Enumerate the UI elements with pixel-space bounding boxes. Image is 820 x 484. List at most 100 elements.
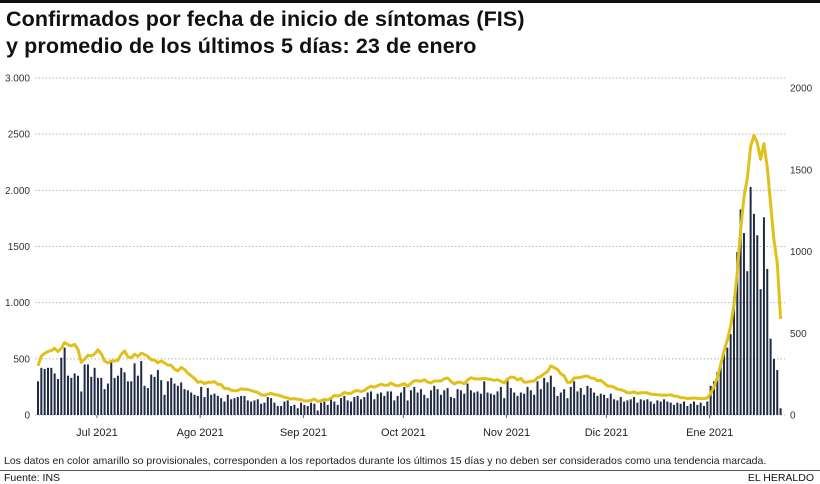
bar [569,386,572,415]
bar [126,381,129,415]
bar [60,357,63,415]
bar [186,390,189,415]
bar [593,392,596,415]
bar [666,401,669,415]
bar [649,401,652,415]
bar [529,390,532,415]
bar [433,385,436,415]
bar [409,390,412,415]
bar [280,406,283,415]
bar [523,393,526,415]
bar [486,392,489,415]
bar [686,406,689,415]
month-label: Sep 2021 [280,427,327,439]
bar [416,392,419,415]
bar [699,402,702,415]
bar [376,393,379,415]
bar [350,401,353,415]
bar [429,390,432,415]
bar [180,382,183,415]
bar [156,370,159,415]
bar [729,334,732,415]
bar [469,390,472,415]
bar [383,395,386,415]
bar [609,393,612,415]
bar [736,252,739,415]
bar [260,403,263,415]
bar [336,404,339,415]
bar [639,399,642,415]
bar [113,377,116,415]
bar [772,358,775,415]
bar [712,381,715,415]
bar [100,377,103,415]
bar [50,367,53,415]
bar [43,368,46,415]
bar [73,373,76,415]
bar [496,391,499,415]
bar [370,391,372,415]
bar [676,402,679,415]
bar [419,389,422,415]
bar [596,395,599,415]
bar [556,395,559,415]
bar [150,374,153,415]
bar [563,389,566,415]
bar [703,406,705,415]
bar [343,395,346,415]
bar [393,400,396,415]
bar [313,403,316,415]
bar [166,381,169,415]
bar [643,400,646,415]
bar [613,399,616,415]
bar [360,399,363,415]
bar [240,395,243,415]
bar [543,377,546,415]
bar [303,404,306,415]
bar [479,393,482,415]
bar [706,401,709,415]
bar [76,375,79,415]
bar [296,408,299,415]
top-rule [0,0,820,3]
bar [353,397,356,415]
left-tick-label: 2500 [8,130,31,141]
bar [436,389,439,415]
bar [193,394,196,415]
bar [619,397,622,415]
bar [776,370,779,415]
bar [203,397,206,415]
bar [489,393,492,415]
bar [163,394,166,415]
bar [63,347,66,415]
bar [263,402,266,415]
bar [366,392,369,415]
bar [616,400,619,415]
bar [413,386,416,415]
bar [253,400,256,415]
bar [136,375,139,415]
bar [379,392,382,415]
bar [583,394,586,415]
bar [663,399,666,415]
bar [599,393,602,415]
bar [549,375,552,415]
month-label: Ago 2021 [177,427,224,439]
bar [146,388,149,415]
bar [766,268,769,415]
bar [133,363,136,415]
bar [326,404,329,415]
bar [742,233,745,415]
bar [206,388,209,415]
bar [399,392,402,415]
bar [316,410,319,415]
bar [752,213,755,415]
bar [236,397,239,415]
bar [389,391,392,415]
bar [276,406,279,415]
bar [459,390,462,415]
bar [190,392,193,415]
bar [53,373,56,415]
bar [566,398,569,415]
bar [320,402,323,415]
